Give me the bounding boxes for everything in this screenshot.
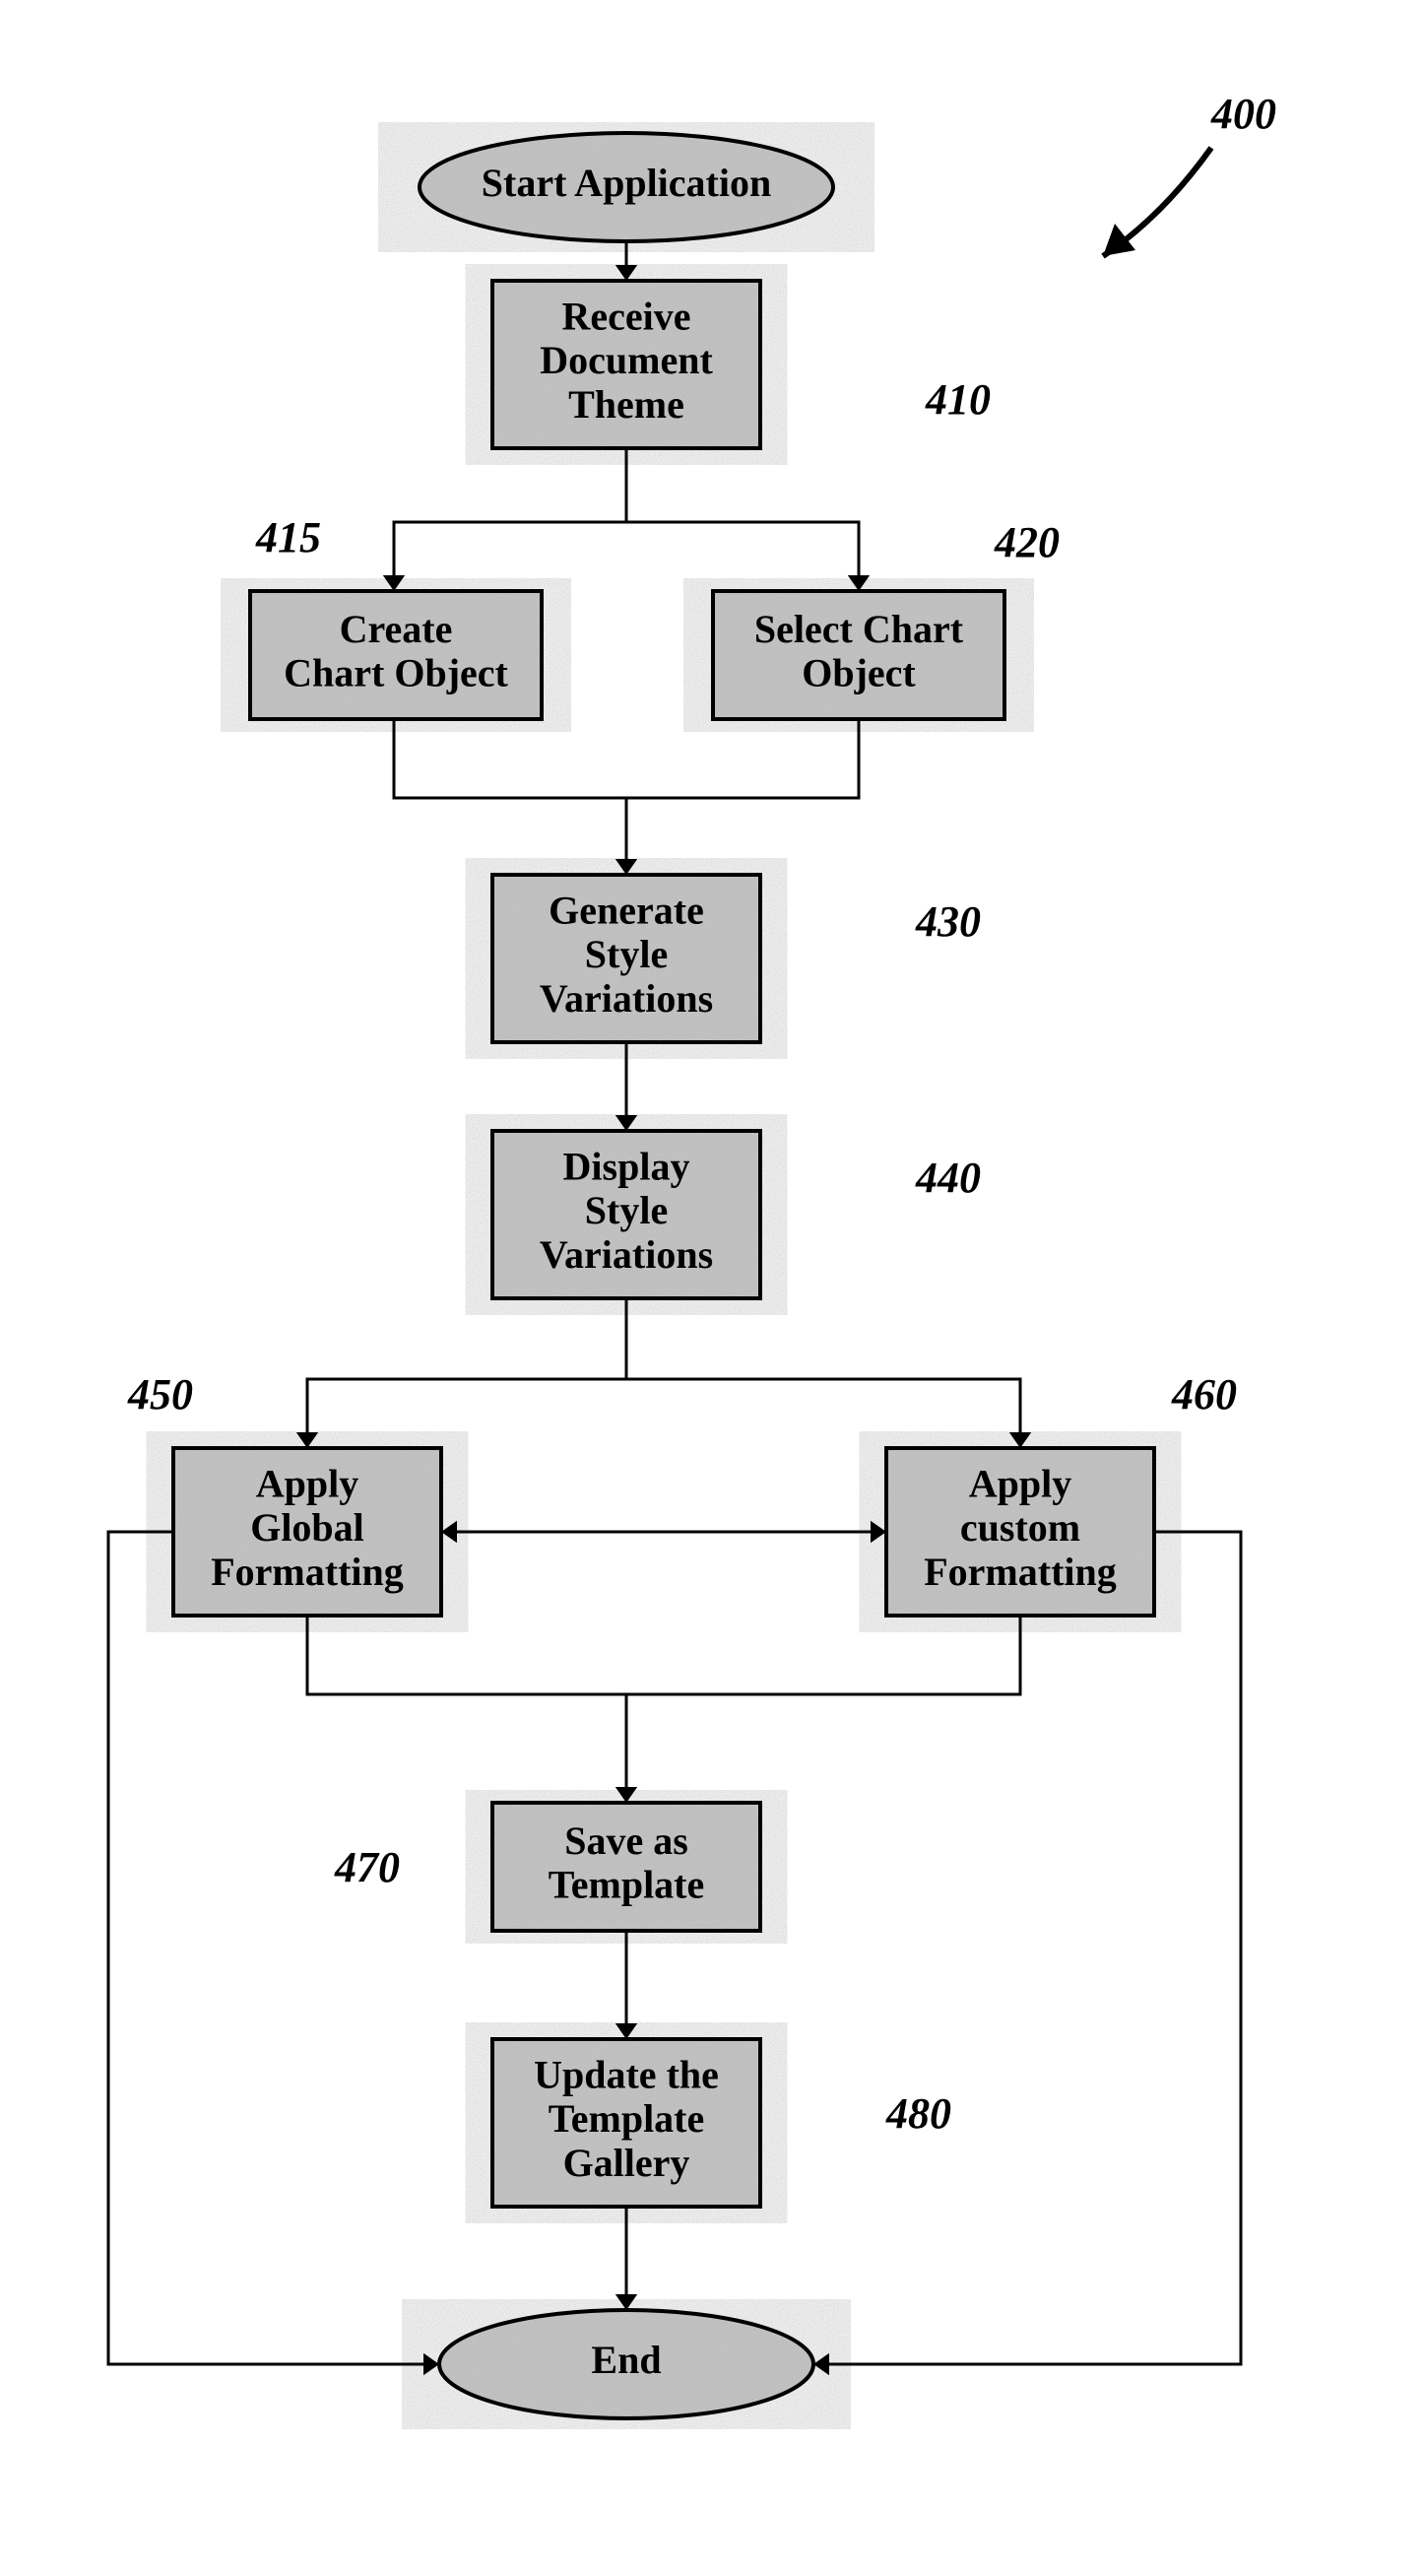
arrowhead [871,1521,886,1543]
arrowhead [848,575,870,591]
arrowhead [383,575,405,591]
ref-label: 470 [334,1843,400,1891]
node-text: Chart Object [284,651,508,695]
arrowhead [615,2294,637,2310]
ref-label: 430 [915,897,981,946]
arrowhead [615,1787,637,1803]
node-text: Variations [540,976,713,1021]
node-text: Global [250,1505,364,1550]
node-text: Template [549,1863,705,1907]
node-n470: Save asTemplate [492,1803,760,1931]
arrowhead [615,2023,637,2039]
arrowhead [615,265,637,281]
ref-label: 410 [925,375,991,424]
ref-label: 415 [255,513,321,561]
edge [307,1298,626,1448]
arrowhead [441,1521,457,1543]
edge [626,522,859,591]
node-text: Formatting [211,1550,404,1594]
node-text: Select Chart [754,607,964,651]
node-text: Template [549,2096,705,2141]
node-n430: GenerateStyleVariations [492,875,760,1042]
node-text: Apply [969,1461,1072,1505]
node-n450: ApplyGlobalFormatting [173,1448,441,1616]
node-n480: Update theTemplateGallery [492,2039,760,2207]
node-text: Style [585,1188,668,1232]
node-end: End [439,2310,813,2418]
node-n415: CreateChart Object [250,591,542,719]
edge [394,719,626,798]
edge [108,1532,439,2364]
node-text: Theme [568,382,684,427]
edge [626,719,859,875]
edge [394,448,626,591]
arrowhead [1009,1432,1031,1448]
node-n420: Select ChartObject [713,591,1004,719]
ref-label: 460 [1171,1370,1237,1419]
node-text: End [591,2338,661,2382]
node-text: custom [960,1505,1080,1550]
nodes-layer: Start Application ReceiveDocumentTheme Cre… [173,133,1154,2418]
node-text: Apply [256,1461,359,1505]
node-text: Formatting [924,1550,1117,1594]
arrowhead [615,1115,637,1131]
node-n440: DisplayStyleVariations [492,1131,760,1298]
node-text: Object [802,651,916,695]
arrowhead [296,1432,318,1448]
node-n410: ReceiveDocumentTheme [492,281,760,448]
figure-number: 400 [1210,90,1276,138]
node-start: Start Application [420,133,833,241]
flowchart-canvas: Start Application ReceiveDocumentTheme Cre… [0,0,1424,2576]
node-text: Style [585,932,668,976]
figure-arrowhead [1103,224,1135,256]
node-text: Generate [549,888,704,932]
edge [626,1379,1020,1448]
arrowhead [813,2353,829,2375]
arrowhead [423,2353,439,2375]
node-text: Variations [540,1232,713,1277]
node-text: Start Application [482,161,771,205]
ref-label: 450 [127,1370,193,1419]
arrowhead [615,859,637,875]
ref-label: 480 [885,2089,951,2138]
edge [813,1532,1241,2364]
edge [307,1616,626,1694]
node-text: Display [563,1144,690,1188]
node-text: Save as [564,1818,688,1863]
node-text: Create [340,607,453,651]
node-n460: ApplycustomFormatting [886,1448,1154,1616]
node-text: Update the [534,2052,719,2096]
ref-label: 440 [915,1154,981,1202]
node-text: Gallery [563,2141,690,2185]
node-text: Document [540,338,713,382]
ref-label: 420 [994,518,1060,566]
edge [626,1616,1020,1803]
node-text: Receive [561,294,690,338]
